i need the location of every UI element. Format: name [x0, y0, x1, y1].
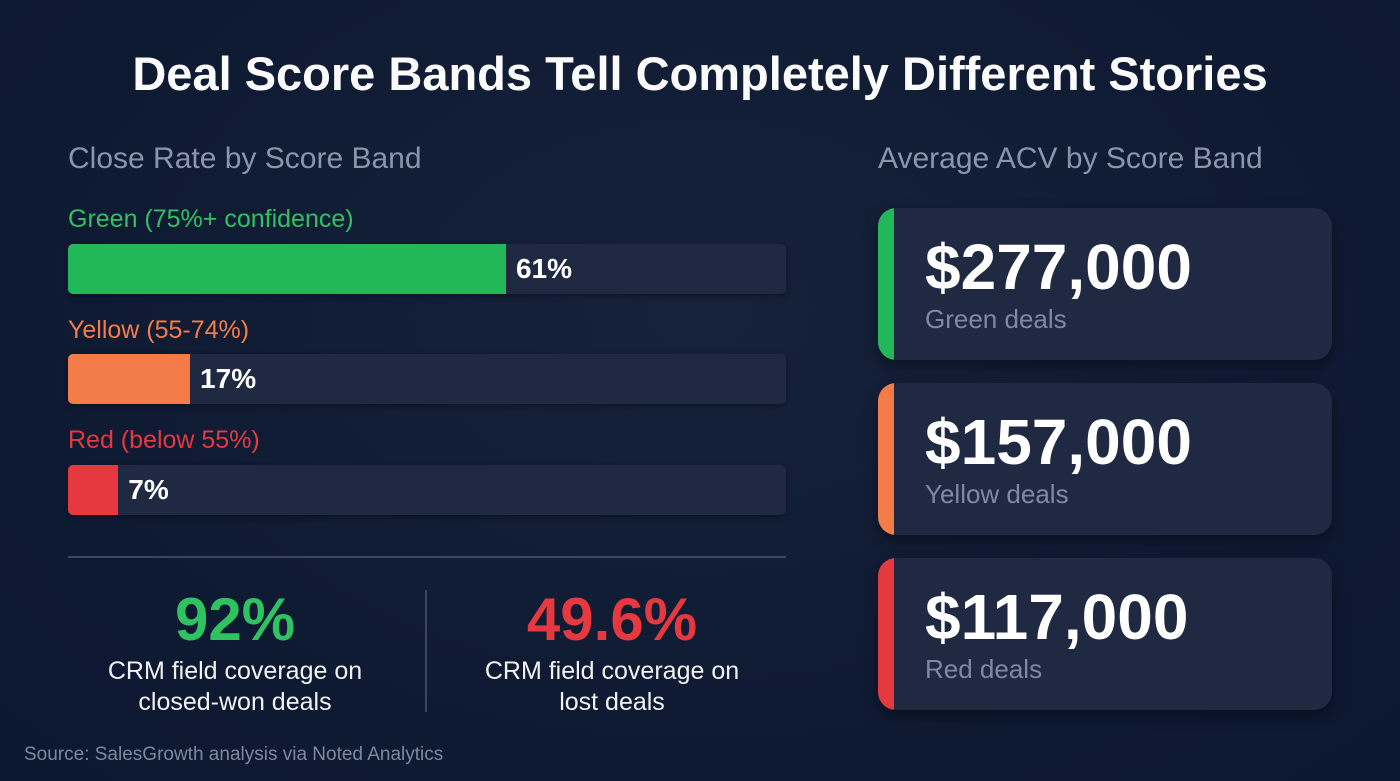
card-accent-red: [878, 558, 894, 710]
acv-card-yellow: $157,000 Yellow deals: [878, 383, 1332, 535]
bar-fill-red: [68, 465, 119, 515]
stat-desc-line1: CRM field coverage on: [484, 657, 740, 685]
card-label-red: Red deals: [925, 654, 1043, 684]
acv-card-green: $277,000 Green deals: [878, 208, 1332, 360]
bar-label-green: Green (75%+ confidence): [68, 205, 354, 233]
stat-desc-line1: CRM field coverage on: [107, 657, 363, 685]
bar-fill-yellow: [68, 354, 191, 404]
source-note: Source: SalesGrowth analysis via Noted A…: [24, 744, 444, 765]
card-value-green: $277,000: [925, 231, 1192, 303]
stat-desc-line2: lost deals: [559, 688, 665, 716]
stat-desc-lost: CRM field coverage on lost deals: [442, 656, 782, 718]
stat-value-lost: 49.6%: [526, 586, 698, 653]
stat-closed-won: 92% CRM field coverage on closed-won dea…: [65, 588, 405, 718]
bar-value-yellow: 17%: [200, 363, 257, 394]
page-title: Deal Score Bands Tell Completely Differe…: [132, 47, 1268, 100]
card-accent-yellow: [878, 383, 894, 535]
acv-card-red: $117,000 Red deals: [878, 558, 1332, 710]
bar-fill-green: [68, 244, 506, 294]
stat-desc-line2: closed-won deals: [138, 688, 332, 716]
bar-track-green: 61%: [68, 244, 786, 294]
card-accent-green: [878, 208, 894, 360]
bar-value-red: 7%: [128, 474, 169, 505]
close-rate-section-title: Close Rate by Score Band: [68, 142, 422, 175]
card-value-red: $117,000: [925, 581, 1189, 653]
vertical-divider: [425, 590, 427, 712]
card-value-yellow: $157,000: [925, 406, 1192, 478]
card-label-yellow: Yellow deals: [925, 479, 1069, 509]
stat-value-closed-won: 92%: [174, 586, 296, 653]
bar-label-yellow: Yellow (55-74%): [68, 316, 250, 344]
bar-track-red: 7%: [68, 465, 786, 515]
stat-lost: 49.6% CRM field coverage on lost deals: [442, 588, 782, 718]
bar-label-red: Red (below 55%): [68, 426, 260, 454]
card-label-green: Green deals: [925, 304, 1067, 334]
acv-section-title: Average ACV by Score Band: [878, 142, 1263, 175]
stat-desc-closed-won: CRM field coverage on closed-won deals: [65, 656, 405, 718]
bar-track-yellow: 17%: [68, 354, 786, 404]
bar-value-green: 61%: [515, 253, 573, 284]
horizontal-divider: [68, 556, 786, 558]
